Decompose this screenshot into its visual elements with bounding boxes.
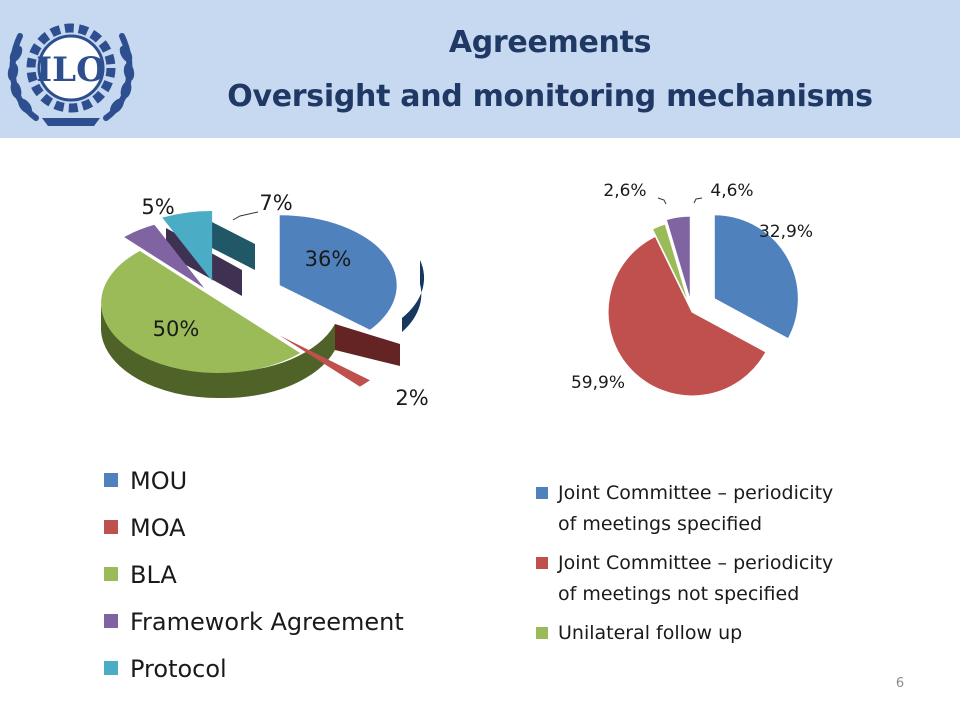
pie2-slice-joint-committee-periodicity-of-meetings-specified (713, 214, 799, 340)
legend-swatch (104, 661, 118, 675)
legend2-item-0: Joint Committee – periodicity of meetings… (536, 478, 906, 540)
pie1-slice-mou (279, 215, 397, 330)
pie1-tops (101, 210, 397, 387)
pie1-slice-protocol (162, 210, 213, 281)
pie2-leader-line-unilateral (657, 197, 667, 205)
pie2-legend: Joint Committee – periodicity of meetings… (536, 478, 906, 657)
legend-swatch (536, 557, 548, 569)
slide-title: Agreements (448, 25, 652, 60)
pie1-slice-bla (101, 251, 301, 374)
legend-swatch (104, 567, 118, 581)
legend-swatch (536, 627, 548, 639)
legend-label: BLA (130, 561, 177, 589)
slide-subtitle: Oversight and monitoring mechanisms (227, 79, 873, 114)
legend-label-line2: of meetings specified (558, 513, 763, 535)
legend-label-line1: Joint Committee – periodicity (558, 552, 834, 574)
pie2-leader-line-other (693, 197, 703, 204)
pie2-label-joint-committee-periodicity-of-meetings-specified: 32,9% (759, 222, 813, 242)
legend1-item-bla: BLA (104, 552, 484, 599)
legend-swatch (104, 473, 118, 487)
pie2-label-joint-committee-periodicity-of-meetings-not-specified: 59,9% (571, 373, 625, 393)
pie2-data-labels: 32,9% 59,9% 2,6% 4,6% (571, 181, 813, 393)
agreements-pie-chart: 36% 2% 50% 5% 7% (101, 191, 429, 410)
pie1-side-protocol (208, 220, 255, 270)
pie1-label-protocol: 7% (259, 191, 292, 215)
logo-text: ILO (36, 50, 105, 90)
pie1-label-moa: 2% (395, 386, 428, 410)
monitoring-pie-chart: 32,9% 59,9% 2,6% 4,6% (571, 181, 813, 397)
legend-swatch (104, 614, 118, 628)
legend1-item-mou: MOU (104, 458, 484, 505)
legend-label: Framework Agreement (130, 608, 404, 636)
pie2-slices (607, 214, 799, 397)
legend1-item-protocol: Protocol (104, 646, 484, 693)
pie1-legend: MOU MOA BLA Framework Agreement Protocol (104, 458, 484, 693)
legend-label-line1: Joint Committee – periodicity (558, 482, 834, 504)
pie1-label-mou: 36% (305, 247, 352, 271)
legend-label: Protocol (130, 655, 227, 683)
pie1-side-mou (402, 260, 425, 332)
pie1-side-bla (101, 304, 335, 399)
pie1-label-bla: 50% (153, 317, 200, 341)
pie1-label-framework-agreement: 5% (141, 195, 174, 219)
legend-swatch (104, 520, 118, 534)
pie1-slice-framework-agreement (124, 224, 205, 289)
page-number: 6 (895, 676, 905, 691)
pie1-data-labels: 36% 2% 50% 5% 7% (141, 191, 428, 410)
pie1-side-moa (335, 324, 400, 366)
legend-label: MOA (130, 514, 186, 542)
legend2-item-2: Unilateral follow up (536, 618, 906, 649)
slide-header: ILO Agreements Oversight and monitoring … (0, 0, 960, 138)
pie1-slice-moa (279, 335, 370, 387)
pie2-label-slice-3: 4,6% (710, 181, 753, 201)
pie1-leader-line (232, 211, 259, 221)
pie2-slice-joint-committee-periodicity-of-meetings-not-specified (607, 235, 767, 397)
legend-label-line2: of meetings not specified (558, 583, 800, 605)
ilo-logo-icon: ILO (7, 23, 135, 126)
pie2-slice-unilateral-follow-up (651, 223, 690, 305)
pie2-label-unilateral-follow-up: 2,6% (603, 181, 646, 201)
legend1-item-moa: MOA (104, 505, 484, 552)
legend1-item-framework-agreement: Framework Agreement (104, 599, 484, 646)
pie2-slice-slice-3 (665, 215, 691, 301)
legend2-item-1: Joint Committee – periodicity of meetings… (536, 548, 906, 610)
legend-swatch (536, 487, 548, 499)
legend-label-line1: Unilateral follow up (558, 622, 743, 644)
legend-label: MOU (130, 467, 188, 495)
